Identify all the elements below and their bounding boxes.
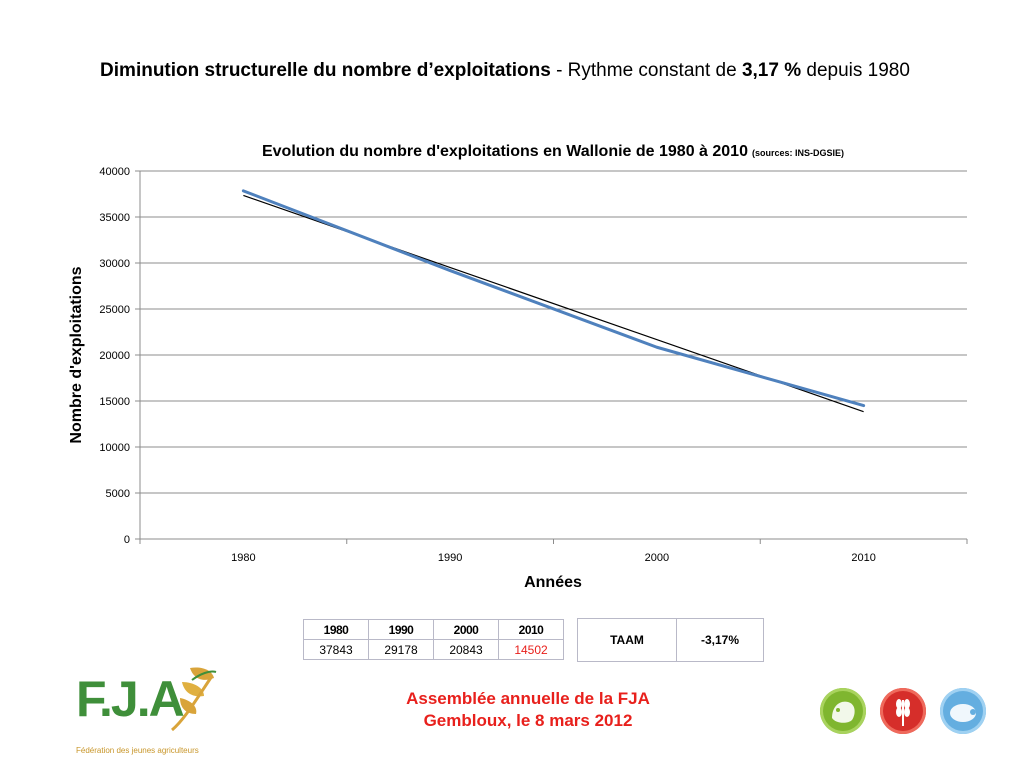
chart-title-main: Evolution du nombre d'exploitations en W… [262,143,748,160]
wheat-logo-icon [171,667,217,732]
slide-title-bold: Diminution structurelle du nombre d’expl… [100,60,551,81]
y-axis: 0 5000 10000 15000 20000 25000 30000 35000 40000 [99,166,141,546]
table-header-row: 1980 1990 2000 2010 [303,619,564,640]
slide-title-rate: 3,17 % [741,60,802,81]
table-header-cell: 1980 [303,619,369,640]
gridlines [140,170,967,494]
x-tick-label: 2000 [645,552,669,564]
taam-table: TAAM -3,17% [577,618,764,662]
table-row: 37843 29178 20843 14502 [303,639,564,660]
slide-title-mid: - Rythme constant de [550,60,742,81]
series-layer [241,189,866,413]
table-header-cell: 2000 [433,619,499,640]
y-axis-label: Nombre d'exploitations [68,266,85,443]
chart-title-source: (sources: INS-DGSIE) [752,148,844,158]
y-tick-label: 0 [124,534,130,546]
footer-line-1: Assemblée annuelle de la FJA [406,689,650,708]
x-axis-label: Années [524,574,582,591]
table-cell: 37843 [303,639,369,660]
x-tick-label: 1980 [231,552,255,564]
taam-label: TAAM [577,618,677,662]
y-tick-label: 30000 [99,258,130,270]
cow-icon [820,688,866,734]
x-axis: 1980 1990 2000 2010 [139,538,968,564]
footer: Assemblée annuelle de la FJA Gembloux, l… [300,688,756,732]
line-chart: Evolution du nombre d'exploitations en W… [68,143,968,591]
footer-line-2: Gembloux, le 8 mars 2012 [423,711,633,730]
y-tick-label: 15000 [99,396,130,408]
table-cell: 20843 [433,639,499,660]
slide-title-end: depuis 1980 [801,60,910,81]
slide-title: Diminution structurelle du nombre d’expl… [0,60,1010,82]
taam-value: -3,17% [676,618,764,662]
y-tick-label: 40000 [99,166,130,178]
y-tick-label: 20000 [99,350,130,362]
y-tick-label: 25000 [99,304,130,316]
table-cell-highlight: 14502 [498,639,564,660]
chart-title: Evolution du nombre d'exploitations en W… [262,143,844,160]
y-tick-label: 5000 [106,488,130,500]
wheat-icon [880,688,926,734]
y-tick-label: 35000 [99,212,130,224]
logo-text: F.J.A [76,671,185,727]
logo-subtitle: Fédération des jeunes agriculteurs [76,746,199,755]
data-table: 1980 1990 2000 2010 37843 29178 20843 14… [303,619,564,660]
x-tick-label: 1990 [438,552,462,564]
pig-icon [940,688,986,734]
table-header-cell: 2010 [498,619,564,640]
fja-logo: F.J.A Fédération des jeunes agriculteurs [72,660,232,760]
table-cell: 29178 [368,639,434,660]
table-row: TAAM -3,17% [577,618,764,662]
series-line [241,189,866,408]
table-header-cell: 1990 [368,619,434,640]
y-tick-label: 10000 [99,442,130,454]
x-tick-label: 2010 [851,552,875,564]
